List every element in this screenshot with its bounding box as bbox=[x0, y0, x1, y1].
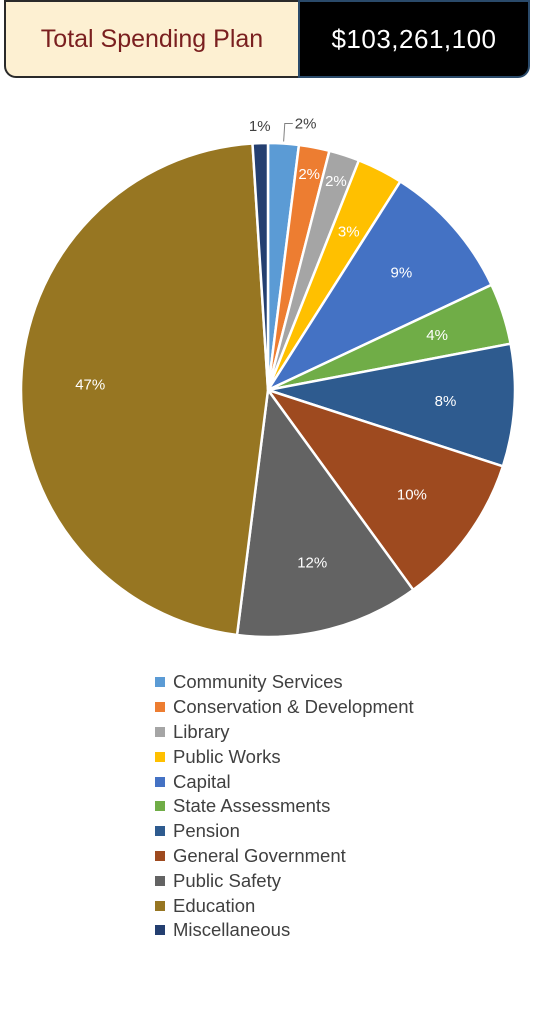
legend-item-pension: Pension bbox=[155, 819, 414, 844]
legend-swatch bbox=[155, 751, 165, 762]
data-label-pension: 8% bbox=[435, 393, 457, 410]
legend-item-conservation-and-development: Conservation & Development bbox=[155, 695, 414, 720]
legend-label: Public Safety bbox=[173, 869, 281, 891]
chart-legend: Community Services Conservation & Develop… bbox=[155, 670, 414, 943]
legend-item-community-services: Community Services bbox=[155, 670, 414, 695]
legend-label: Miscellaneous bbox=[173, 919, 291, 941]
legend-item-general-government: General Government bbox=[155, 844, 414, 869]
spending-plan-title: Total Spending Plan bbox=[40, 24, 264, 53]
leader-line-community-services bbox=[283, 123, 293, 142]
data-label-library: 2% bbox=[325, 173, 347, 190]
legend-label: Library bbox=[173, 720, 230, 742]
title-box: Total Spending Plan bbox=[4, 0, 298, 78]
slice-capital bbox=[264, 179, 494, 393]
data-label-education: 47% bbox=[75, 376, 105, 393]
pie-slices bbox=[19, 141, 517, 639]
header: Total Spending Plan $103,261,100 bbox=[4, 0, 530, 78]
legend-item-education: Education bbox=[155, 893, 414, 918]
slice-general-government bbox=[264, 387, 505, 592]
data-label-capital: 9% bbox=[391, 264, 413, 281]
legend-item-library: Library bbox=[155, 720, 414, 745]
legend-label: Education bbox=[173, 894, 256, 916]
legend-item-public-safety: Public Safety bbox=[155, 868, 414, 893]
legend-swatch bbox=[155, 875, 165, 886]
legend-label: Public Works bbox=[173, 745, 281, 767]
pie-chart: 2% 2% 2% 3% 9% 4% 8% 10% 12% 47% 1% bbox=[19, 116, 517, 639]
data-label-miscellaneous: 1% bbox=[249, 118, 271, 135]
legend-label: Pension bbox=[173, 820, 240, 842]
legend-label: Community Services bbox=[173, 671, 343, 693]
slice-miscellaneous bbox=[251, 141, 270, 391]
data-label-public-works: 3% bbox=[338, 224, 360, 241]
legend-label: Capital bbox=[173, 770, 231, 792]
legend-swatch bbox=[155, 776, 165, 787]
total-box: $103,261,100 bbox=[298, 0, 530, 78]
legend-swatch bbox=[155, 850, 165, 861]
slice-public-safety bbox=[235, 386, 415, 639]
legend-item-capital: Capital bbox=[155, 769, 414, 794]
legend-swatch bbox=[155, 925, 165, 936]
data-label-public-safety: 12% bbox=[297, 554, 327, 571]
data-label-conservation-and-development: 2% bbox=[298, 166, 320, 183]
legend-item-state-assessments: State Assessments bbox=[155, 794, 414, 819]
legend-swatch bbox=[155, 826, 165, 837]
legend-swatch bbox=[155, 900, 165, 911]
slice-pension bbox=[267, 342, 517, 468]
legend-swatch bbox=[155, 702, 165, 713]
pie-data-labels: 2% 2% 2% 3% 9% 4% 8% 10% 12% 47% 1% bbox=[75, 116, 456, 572]
legend-item-miscellaneous: Miscellaneous bbox=[155, 918, 414, 943]
legend-swatch bbox=[155, 726, 165, 737]
data-label-state-assessments: 4% bbox=[426, 327, 448, 344]
legend-swatch bbox=[155, 677, 165, 688]
legend-label: General Government bbox=[173, 844, 346, 866]
legend-swatch bbox=[155, 801, 165, 812]
data-label-general-government: 10% bbox=[397, 487, 427, 504]
legend-label: Conservation & Development bbox=[173, 696, 414, 718]
legend-item-public-works: Public Works bbox=[155, 744, 414, 769]
total-spending-value: $103,261,100 bbox=[331, 23, 497, 54]
legend-label: State Assessments bbox=[173, 795, 331, 817]
data-label-community-services: 2% bbox=[295, 116, 317, 133]
slice-education bbox=[19, 142, 270, 637]
